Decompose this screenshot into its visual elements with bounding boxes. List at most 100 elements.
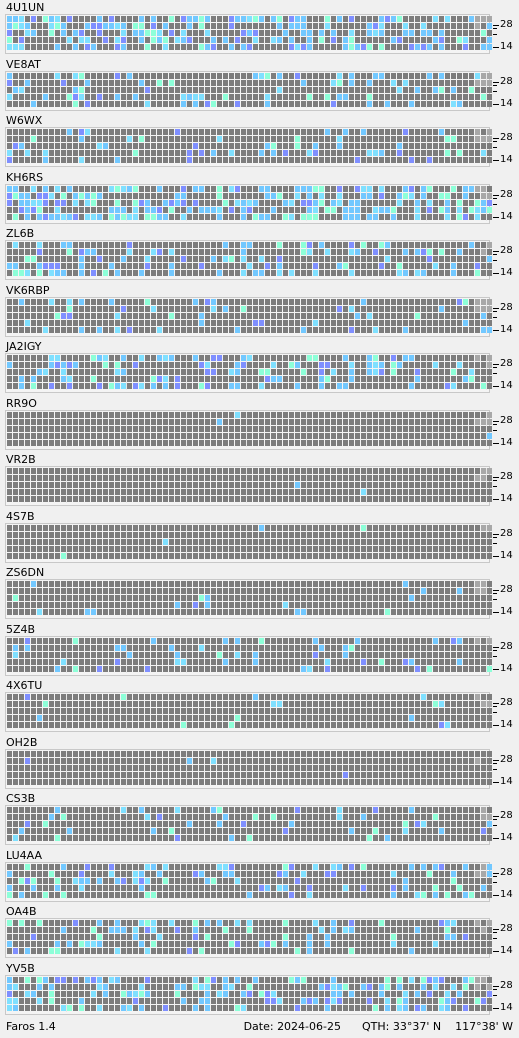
hour-separator [126, 185, 127, 221]
grid-cell [445, 298, 450, 305]
grid-cell [241, 44, 246, 50]
grid-cell [313, 531, 318, 538]
grid-cell [229, 355, 234, 361]
grid-cell [349, 86, 354, 93]
grid-cell [229, 376, 234, 382]
grid-cell [157, 651, 162, 658]
grid-cell [223, 157, 228, 163]
grid-cell [271, 468, 276, 474]
grid-cell [193, 192, 198, 199]
grid-cell [295, 552, 300, 559]
grid-cell [409, 326, 414, 333]
grid-cell [61, 256, 66, 262]
grid-cell [259, 425, 264, 432]
grid-cell [103, 376, 108, 382]
grid-cell [79, 552, 84, 559]
grid-cell [73, 263, 78, 269]
grid-cell [121, 305, 126, 312]
grid-cell [301, 312, 306, 319]
grid-cell [127, 23, 132, 29]
grid-cell [127, 79, 132, 86]
grid-cell [109, 524, 114, 531]
grid-cell [337, 199, 342, 206]
grid-cell [103, 644, 108, 651]
grid-cell [307, 665, 312, 672]
grid-cell [259, 157, 264, 163]
grid-cell [355, 143, 360, 149]
grid-cell [397, 651, 402, 658]
grid-cell [403, 86, 408, 93]
grid-cell [169, 418, 174, 425]
grid-cell [415, 100, 420, 107]
grid-cell [283, 658, 288, 665]
grid-cell [193, 86, 198, 93]
grid-cell [457, 326, 462, 333]
grid-cell [151, 86, 156, 93]
grid-cell [277, 383, 282, 389]
grid-cell [415, 411, 420, 418]
grid-cell [319, 23, 324, 29]
grid-cell [271, 411, 276, 418]
grid-cell [427, 319, 432, 326]
grid-cell [211, 44, 216, 50]
grid-cell [307, 192, 312, 199]
grid-cell [199, 665, 204, 672]
grid-cell [325, 93, 330, 100]
grid-cell [373, 312, 378, 319]
grid-cell [355, 100, 360, 107]
grid-cell [205, 129, 210, 135]
grid-cell [259, 383, 264, 389]
grid-cell [283, 242, 288, 248]
grid-cell [409, 312, 414, 319]
grid-cell [7, 425, 12, 432]
grid-cell [145, 538, 150, 545]
grid-cell [403, 588, 408, 594]
grid-cell [31, 86, 36, 93]
grid-cell [457, 129, 462, 135]
grid-cell [25, 651, 30, 658]
grid-cell [109, 312, 114, 319]
grid-cell [217, 658, 222, 665]
grid-cell [133, 432, 138, 439]
grid-cell [331, 439, 336, 446]
grid-cell [19, 538, 24, 545]
grid-cell [427, 143, 432, 149]
grid-cell [13, 432, 18, 439]
grid-cell [235, 185, 240, 192]
grid-cell [253, 23, 258, 29]
grid-cell [205, 588, 210, 594]
grid-cell [211, 418, 216, 425]
grid-cell [481, 475, 486, 481]
grid-cell [31, 376, 36, 382]
grid-cell [229, 242, 234, 248]
grid-cell [187, 86, 192, 93]
grid-cell [85, 439, 90, 446]
grid-cell [421, 637, 426, 644]
grid-cell [475, 100, 480, 107]
grid-cell [181, 93, 186, 100]
grid-cell [211, 249, 216, 255]
grid-cell [301, 432, 306, 439]
grid-cell [427, 100, 432, 107]
grid-cell [259, 44, 264, 50]
grid-cell [271, 581, 276, 587]
grid-cell [277, 136, 282, 142]
grid-cell [193, 79, 198, 86]
grid-cell [373, 72, 378, 79]
grid-cell [139, 37, 144, 43]
grid-cell [133, 439, 138, 446]
grid-cell [373, 249, 378, 255]
grid-cell [289, 79, 294, 86]
grid-cell [235, 249, 240, 255]
grid-cell [373, 609, 378, 615]
grid-cell [247, 100, 252, 107]
grid-cell [283, 270, 288, 276]
grid-cell [313, 383, 318, 389]
grid-cell [445, 411, 450, 418]
grid-cell [457, 256, 462, 262]
grid-cell [427, 263, 432, 269]
grid-cell [409, 185, 414, 192]
grid-cell [283, 199, 288, 206]
grid-cell [13, 439, 18, 446]
grid-cell [385, 581, 390, 587]
